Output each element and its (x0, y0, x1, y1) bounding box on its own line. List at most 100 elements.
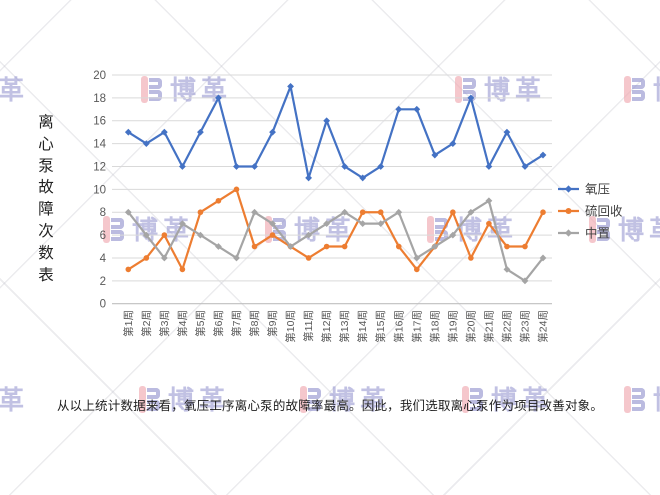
watermark-brand-text: 博革 (132, 214, 195, 245)
legend-marker-icon (564, 229, 573, 237)
series-marker (522, 243, 528, 250)
x-axis-tick-label: 第9周 (266, 310, 279, 337)
series-marker (413, 266, 420, 273)
y-axis-tick-label: 2 (100, 276, 106, 288)
series-marker (287, 243, 294, 250)
series-marker (233, 254, 240, 262)
series-marker (215, 197, 222, 204)
watermark-brand-text: 博革 (653, 77, 660, 103)
x-axis-tick-label: 第11周 (302, 310, 315, 342)
series-marker (377, 209, 384, 216)
boge-watermark: 博革 (427, 216, 518, 243)
x-axis-tick-label: 第10周 (284, 310, 297, 343)
series-marker (251, 208, 258, 216)
series-marker (178, 220, 186, 228)
series-marker (359, 209, 366, 216)
series-marker (323, 220, 331, 228)
series-marker (503, 128, 511, 136)
series-marker (449, 231, 457, 239)
series-marker (450, 209, 456, 216)
x-axis-tick-label: 第18周 (428, 310, 441, 343)
conclusion-text: 从以上统计数据来看，氧压工序离心泵的故障率最高。因此，我们选取离心泵作为项目改善… (56, 399, 604, 413)
y-axis-tick-label: 20 (93, 70, 106, 82)
watermark-logo-glyph-icon (597, 218, 610, 241)
x-axis-tick-label: 第15周 (374, 310, 387, 343)
series-marker (269, 220, 276, 228)
series-marker (287, 83, 294, 90)
x-axis-tick-label: 第7周 (230, 310, 243, 337)
y-axis-tick-label: 14 (93, 139, 106, 151)
series-marker (431, 243, 439, 250)
series-marker (323, 117, 331, 125)
series-marker (197, 231, 204, 239)
boge-watermark: 博革 (0, 76, 29, 103)
watermark-brand-text: 博革 (456, 214, 519, 245)
series-marker (161, 232, 168, 238)
series-marker (142, 140, 150, 148)
legend-marker-icon (564, 185, 573, 193)
series-marker (377, 220, 385, 228)
series-marker (305, 174, 313, 182)
x-axis-tick-label: 第21周 (482, 310, 495, 343)
x-axis-tick-label: 第13周 (338, 310, 351, 343)
series-marker (305, 231, 313, 239)
series-marker (124, 128, 132, 136)
y-axis-tick-label: 10 (93, 184, 106, 196)
watermark-logo-glyph-icon (149, 78, 162, 101)
watermark-logo-bar-icon (455, 76, 462, 103)
boge-watermark: 博革 (265, 216, 356, 243)
series-marker (413, 254, 421, 262)
x-axis-tick-label: 第20周 (464, 310, 477, 343)
watermark-logo-bar-icon (624, 76, 631, 103)
series-marker (323, 243, 330, 250)
series-marker (179, 266, 186, 273)
boge-watermark: 博革 (589, 216, 660, 243)
y-axis-tick-label: 4 (100, 253, 107, 265)
boge-watermark: 博革 (624, 76, 660, 103)
watermark-logo-glyph-icon (435, 218, 448, 241)
series-marker (503, 265, 511, 273)
series-marker (233, 186, 240, 193)
series-marker (413, 105, 421, 113)
y-axis-tick-label: 18 (93, 93, 106, 105)
x-axis-tick-label: 第6周 (212, 310, 225, 337)
x-axis-tick-label: 第14周 (356, 310, 369, 343)
series-marker (395, 243, 402, 250)
series-marker (449, 140, 457, 148)
series-marker (485, 163, 493, 170)
legend-label: 氧压 (585, 183, 610, 197)
series-marker (359, 220, 367, 228)
x-axis-tick-label: 第2周 (140, 310, 153, 337)
series-marker (540, 209, 546, 216)
series-marker (359, 174, 367, 182)
series-marker (468, 255, 474, 261)
series-line-0 (127, 85, 544, 180)
conclusion-caption: 从以上统计数据来看，氧压工序离心泵的故障率最高。因此，我们选取离心泵作为项目改善… (0, 395, 660, 414)
watermark-logo-bar-icon (589, 216, 596, 243)
watermark-logo-bar-icon (265, 216, 272, 243)
x-axis-tick-label: 第16周 (392, 310, 405, 343)
series-marker (125, 266, 132, 273)
series-marker (377, 163, 385, 170)
y-axis-tick-label: 6 (100, 230, 106, 242)
series-marker (539, 151, 547, 159)
series-marker (521, 277, 529, 285)
watermark-brand-text: 博革 (170, 74, 233, 105)
boge-watermark: 博革 (455, 76, 546, 103)
series-marker (178, 163, 186, 170)
x-axis-tick-label: 第23周 (518, 310, 531, 343)
y-axis-tick-label: 16 (93, 116, 106, 128)
x-axis-tick-label: 第3周 (158, 310, 171, 337)
series-marker (341, 243, 348, 250)
watermark-logo-glyph-icon (273, 218, 286, 241)
watermark-logo-bar-icon (103, 216, 110, 243)
x-axis-tick-label: 第19周 (446, 310, 459, 343)
watermark-brand-text: 博革 (618, 214, 660, 245)
series-marker (197, 128, 204, 136)
x-axis-tick-label: 第24周 (537, 310, 550, 343)
series-marker (142, 231, 150, 239)
series-marker (215, 94, 222, 102)
